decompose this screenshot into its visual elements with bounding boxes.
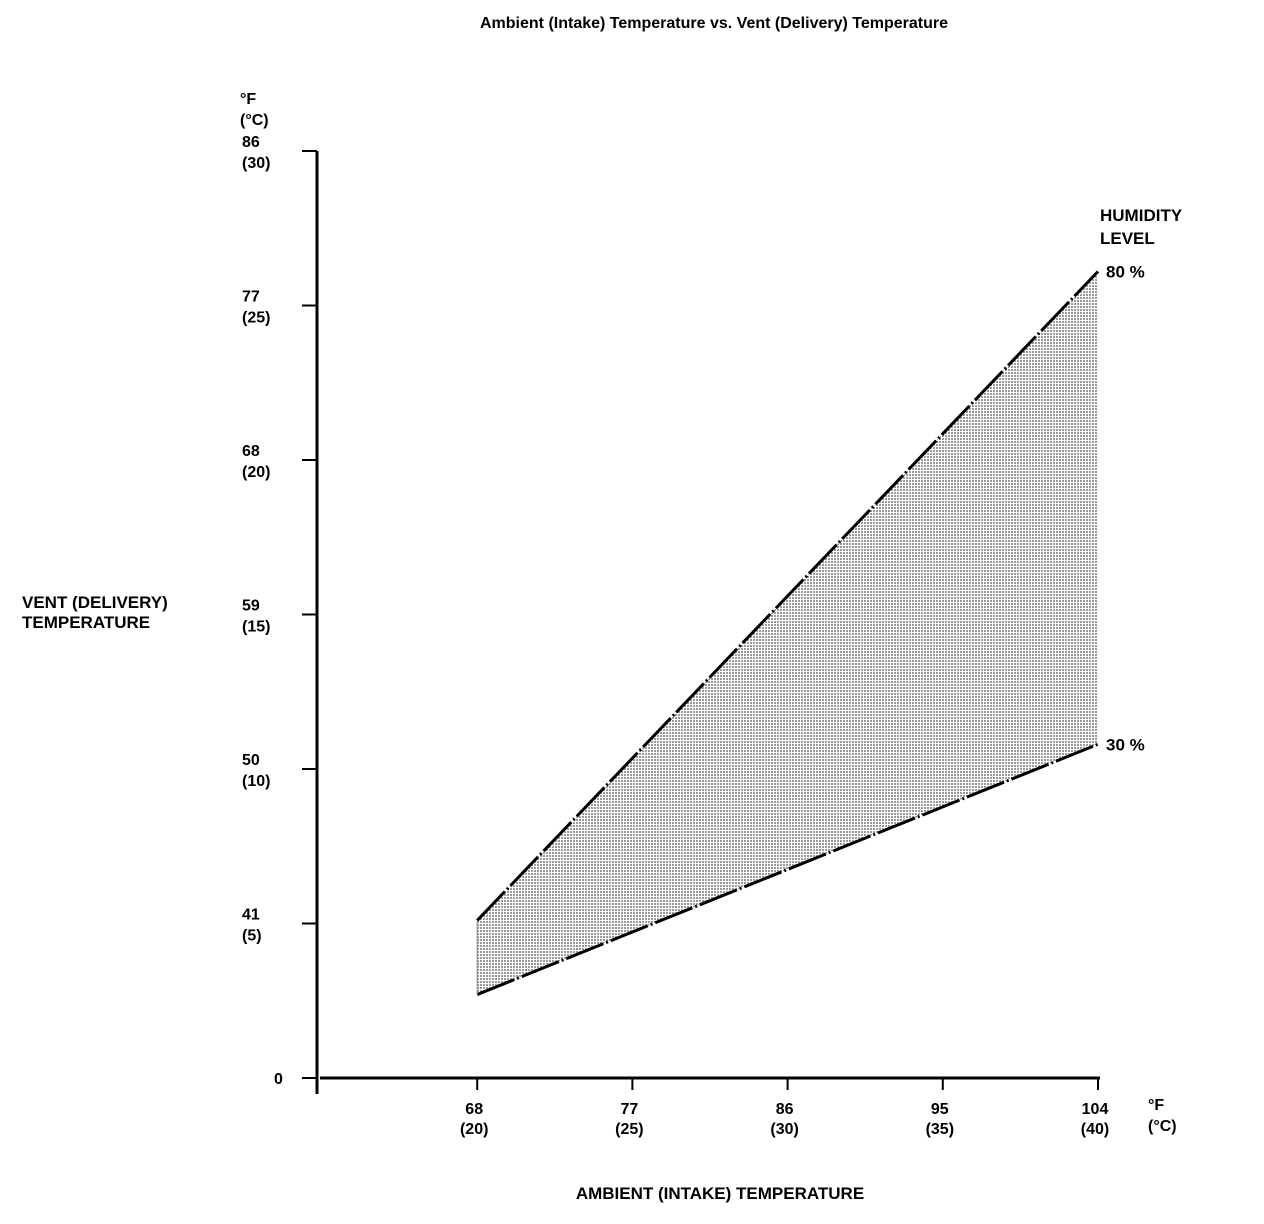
- x-unit-c: (°C): [1148, 1118, 1177, 1135]
- y-tick-label-f: 77: [242, 289, 260, 306]
- series-line-80: [476, 270, 1100, 922]
- x-tick-label-f: 86: [776, 1101, 794, 1118]
- x-axis-title: AMBIENT (INTAKE) TEMPERATURE: [576, 1184, 864, 1203]
- humidity-band-fill: [477, 271, 1098, 995]
- series-label: 80 %: [1106, 263, 1145, 282]
- y-unit-c: (°C): [240, 112, 269, 129]
- y-tick-label-f: 68: [242, 443, 260, 460]
- series-label: 30 %: [1106, 735, 1145, 754]
- y-tick-label-c: (30): [242, 155, 270, 172]
- x-tick-label-f: 77: [621, 1101, 639, 1118]
- legend-title-line2: LEVEL: [1100, 229, 1155, 248]
- legend-title-line1: HUMIDITY: [1100, 206, 1183, 225]
- x-tick-label-f: 95: [931, 1101, 949, 1118]
- x-tick-label-c: (20): [460, 1121, 488, 1138]
- y-tick-label-f: 86: [242, 134, 260, 151]
- series-line-30: [476, 742, 1099, 996]
- x-tick-label-c: (30): [770, 1121, 798, 1138]
- x-unit-f: °F: [1148, 1097, 1164, 1114]
- y-tick-label-f: 0: [274, 1071, 283, 1088]
- y-unit-f: °F: [240, 91, 256, 108]
- x-tick-label-c: (25): [615, 1121, 643, 1138]
- y-tick-label-c: (25): [242, 310, 270, 327]
- y-axis-title-line1: VENT (DELIVERY): [22, 593, 168, 612]
- x-tick-label-c: (35): [926, 1121, 954, 1138]
- x-tick-label-f: 68: [465, 1101, 483, 1118]
- y-tick-label-f: 59: [242, 598, 260, 615]
- y-tick-label-c: (10): [242, 773, 270, 790]
- y-axis-title-line2: TEMPERATURE: [22, 613, 150, 632]
- y-tick-label-f: 41: [242, 907, 260, 924]
- y-tick-label-c: (20): [242, 464, 270, 481]
- x-tick-label-f: 104: [1082, 1101, 1109, 1118]
- x-tick-label-c: (40): [1081, 1121, 1109, 1138]
- y-tick-label-c: (5): [242, 928, 262, 945]
- y-tick-label-f: 50: [242, 752, 260, 769]
- chart-title: Ambient (Intake) Temperature vs. Vent (D…: [480, 15, 948, 32]
- y-tick-label-c: (15): [242, 619, 270, 636]
